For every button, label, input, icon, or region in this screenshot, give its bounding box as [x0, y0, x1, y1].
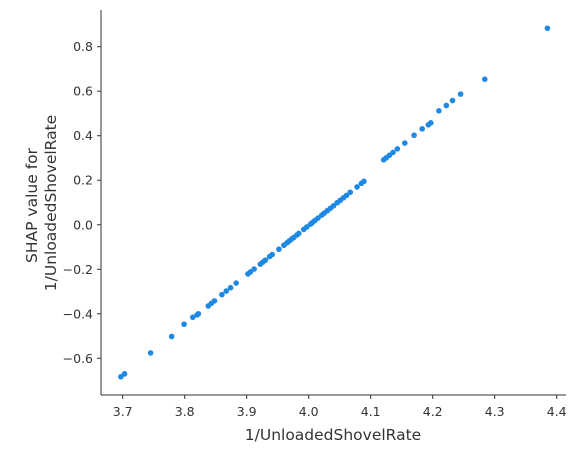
y-tick-label: 0.4	[73, 128, 93, 143]
data-point	[347, 189, 354, 196]
data-point	[390, 149, 396, 156]
data-point	[195, 310, 202, 317]
x-tick-label: 4.2	[423, 404, 443, 419]
y-tick-label: −0.6	[63, 351, 93, 366]
data-points	[118, 25, 551, 380]
data-point	[269, 251, 275, 258]
y-tick-label: 0.2	[73, 173, 93, 188]
data-point	[481, 76, 488, 83]
data-point	[211, 298, 218, 304]
x-tick-label: 4.1	[361, 404, 381, 419]
x-tick-label: 4.4	[547, 404, 567, 419]
x-tick-label: 3.7	[113, 404, 133, 419]
y-axis-label: SHAP value for 1/UnloadedShovelRate	[23, 115, 60, 291]
data-point	[402, 140, 408, 146]
data-point	[223, 288, 230, 294]
data-point	[394, 146, 401, 152]
data-point	[361, 178, 367, 185]
data-point	[436, 108, 442, 114]
data-point	[411, 132, 417, 139]
x-tick-label: 3.8	[175, 404, 195, 419]
y-tick-label: −0.2	[63, 262, 93, 277]
y-tick-label: 0.8	[73, 39, 93, 54]
x-tick-label: 4.3	[485, 404, 505, 419]
data-point	[168, 333, 175, 340]
data-point	[262, 257, 269, 263]
data-point	[233, 280, 239, 286]
data-point	[419, 126, 425, 132]
data-point	[354, 184, 360, 190]
data-point	[443, 102, 450, 109]
data-point	[219, 291, 225, 298]
data-point	[227, 284, 234, 291]
y-tick-label: 0.0	[73, 217, 93, 232]
y-ticks: −0.6 −0.4 −0.2 0.0 0.2 0.4 0.6 0.8	[63, 39, 101, 366]
data-point	[457, 91, 464, 97]
data-point	[330, 203, 337, 209]
data-point	[449, 97, 456, 104]
data-point	[181, 321, 187, 328]
y-tick-label: 0.6	[73, 84, 93, 99]
x-axis-label: 1/UnloadedShovelRate	[245, 426, 421, 444]
data-point	[276, 246, 282, 253]
data-point	[295, 230, 302, 237]
x-ticks: 3.7 3.8 3.9 4.0 4.1 4.2 4.3 4.4	[113, 395, 567, 419]
data-point	[544, 25, 551, 32]
y-axis-label-line-1: SHAP value for	[23, 147, 41, 263]
axes-spines	[100, 10, 566, 396]
y-tick-label: −0.4	[63, 306, 93, 321]
data-point	[189, 314, 196, 321]
data-point	[251, 266, 257, 272]
data-point	[121, 371, 128, 377]
x-tick-label: 3.9	[237, 404, 257, 419]
data-point	[428, 120, 434, 126]
y-axis-label-line-2: 1/UnloadedShovelRate	[42, 115, 60, 291]
x-tick-label: 4.0	[299, 404, 319, 419]
data-point	[147, 350, 154, 356]
data-point	[343, 192, 350, 199]
